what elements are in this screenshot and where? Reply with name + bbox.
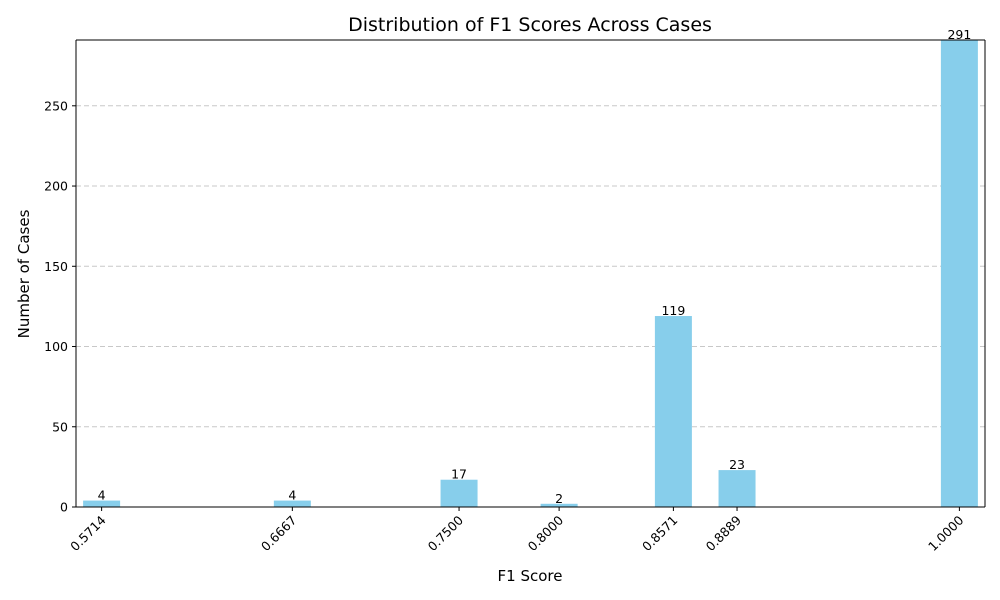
y-tick-label: 0 [60, 500, 68, 515]
y-tick-label: 100 [44, 339, 68, 354]
y-tick-label: 250 [44, 98, 68, 113]
x-tick-label: 0.8000 [525, 512, 567, 554]
grid-lines [76, 105, 985, 428]
bar [654, 316, 692, 507]
y-axis-label: Number of Cases [15, 209, 33, 338]
data-label: 4 [288, 488, 296, 503]
axes [75, 39, 986, 508]
x-tick-label: 0.5714 [67, 512, 109, 554]
data-label: 119 [661, 303, 685, 318]
y-tick-label: 50 [52, 419, 68, 434]
y-tick-label: 200 [44, 179, 68, 194]
bar [83, 500, 121, 507]
x-tick-label: 0.8571 [639, 513, 681, 555]
data-labels: 4 4 17 2 119 23 291 [98, 27, 972, 506]
data-label: 23 [729, 457, 745, 472]
bar [440, 479, 478, 507]
x-tick-label: 0.8889 [703, 512, 745, 554]
data-label: 2 [555, 491, 563, 506]
chart-title: Distribution of F1 Scores Across Cases [348, 14, 712, 36]
bar [540, 503, 578, 507]
bar [273, 500, 311, 507]
x-axis-ticks: 0.5714 0.6667 0.7500 0.8000 0.8571 0.8889 1.00… [67, 507, 967, 555]
x-tick-label: 0.7500 [425, 512, 467, 554]
x-tick-label: 1.0000 [925, 512, 967, 554]
bars [83, 40, 978, 507]
data-label: 291 [947, 27, 971, 42]
data-label: 17 [451, 467, 467, 482]
x-axis-label: F1 Score [498, 567, 563, 585]
y-tick-label: 150 [44, 259, 68, 274]
data-label: 4 [98, 488, 106, 503]
x-tick-label: 0.6667 [258, 513, 300, 555]
y-axis-ticks: 0 50 100 150 200 250 [44, 98, 76, 515]
bar [718, 470, 756, 507]
bar [940, 40, 978, 507]
